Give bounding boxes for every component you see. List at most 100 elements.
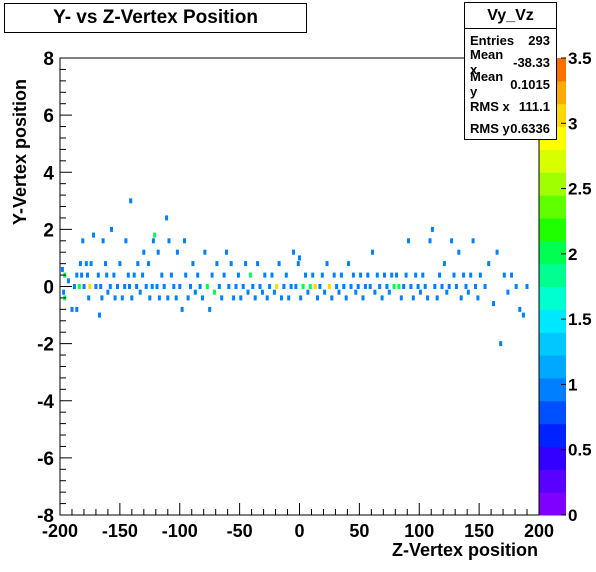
heatmap-cell xyxy=(409,284,413,289)
palette-swatch xyxy=(539,263,566,287)
palette-tick-label: 3.5 xyxy=(568,49,592,68)
heatmap-cell xyxy=(359,272,363,278)
heatmap-cell xyxy=(375,272,379,278)
heatmap-cells xyxy=(60,198,529,347)
heatmap-cell xyxy=(148,295,152,301)
heatmap-cell xyxy=(225,249,228,255)
y-tick-label: 2 xyxy=(43,220,54,241)
heatmap-cell xyxy=(77,284,81,289)
heatmap-cell xyxy=(150,284,154,289)
heatmap-cell xyxy=(258,284,262,289)
heatmap-cell xyxy=(469,272,473,278)
stats-label: Entries xyxy=(470,32,515,48)
heatmap-cell xyxy=(428,238,432,244)
heatmap-cell xyxy=(260,289,264,295)
heatmap-cell xyxy=(251,284,255,289)
heatmap-cell xyxy=(301,284,305,289)
x-axis-label: Z-Vertex position xyxy=(391,540,538,560)
chart-title: Y- vs Z-Vertex Position xyxy=(53,7,258,28)
y-tick-label: -4 xyxy=(37,392,54,413)
heatmap-cell xyxy=(438,272,442,278)
palette-swatch xyxy=(539,492,566,516)
heatmap-cell xyxy=(205,284,209,289)
heatmap-cell xyxy=(160,272,164,278)
heatmap-cell xyxy=(351,272,355,278)
heatmap-cell xyxy=(268,284,272,289)
palette-tick-label: 0 xyxy=(568,506,577,525)
heatmap-cell xyxy=(330,295,334,301)
heatmap-cell xyxy=(222,272,226,278)
heatmap-cell xyxy=(478,272,482,278)
stats-value: 111.1 xyxy=(518,98,550,114)
heatmap-cell xyxy=(66,278,70,284)
heatmap-cell xyxy=(241,284,245,289)
heatmap-cell xyxy=(492,301,495,307)
heatmap-cell xyxy=(418,289,422,295)
heatmap-cell xyxy=(118,261,122,267)
stats-label: Mean y xyxy=(470,69,504,99)
heatmap-cell xyxy=(99,284,103,289)
heatmap-cell xyxy=(521,312,525,318)
heatmap-cell xyxy=(284,272,288,278)
y-tick-label: 8 xyxy=(43,49,54,70)
x-tick-label: 150 xyxy=(464,521,494,541)
axes: -200 -150 -100 -50 0 50 100 150 200 8 6 4 2 0 -2 -4 -6 -8 xyxy=(37,49,554,541)
heatmap-cell xyxy=(132,272,136,278)
heatmap-cell xyxy=(387,289,391,295)
heatmap-cell xyxy=(383,272,386,278)
heatmap-cell xyxy=(265,295,269,301)
heatmap-cell xyxy=(246,289,250,295)
heatmap-cell xyxy=(172,284,176,289)
heatmap-cell xyxy=(304,272,307,278)
heatmap-cell xyxy=(72,284,76,289)
heatmap-cell xyxy=(191,261,195,267)
x-tick-label: 0 xyxy=(294,521,304,541)
heatmap-cell xyxy=(466,289,470,295)
heatmap-cell xyxy=(201,295,204,301)
heatmap-cell xyxy=(361,295,365,301)
heatmap-cell xyxy=(193,289,197,295)
heatmap-cell xyxy=(165,215,169,221)
palette-swatch xyxy=(539,309,566,333)
heatmap-cell xyxy=(144,284,148,289)
y-tick-label: 4 xyxy=(43,163,54,184)
heatmap-cell xyxy=(514,284,518,289)
heatmap-cell xyxy=(108,284,112,289)
heatmap-cell xyxy=(426,295,430,301)
stats-row: Entries 293 xyxy=(465,29,556,51)
heatmap-cell xyxy=(277,261,281,267)
heatmap-cell xyxy=(256,261,260,267)
heatmap-cell xyxy=(306,289,310,295)
heatmap-cell xyxy=(308,284,312,289)
heatmap-cell xyxy=(244,261,248,267)
heatmap-cell xyxy=(363,284,367,289)
heatmap-cell xyxy=(153,232,157,238)
heatmap-cell xyxy=(220,295,224,301)
palette-swatch xyxy=(539,217,566,242)
heatmap-cell xyxy=(335,284,339,289)
heatmap-cell xyxy=(89,261,93,267)
heatmap-cell xyxy=(407,238,410,244)
heatmap-cell xyxy=(270,272,274,278)
heatmap-cell xyxy=(299,295,303,301)
chart-title-box: Y- vs Z-Vertex Position xyxy=(4,3,307,33)
heatmap-cell xyxy=(275,284,279,289)
heatmap-cell xyxy=(62,289,66,295)
heatmap-cell xyxy=(213,289,216,295)
heatmap-cell xyxy=(155,284,159,289)
heatmap-cell xyxy=(404,272,408,278)
stats-value: -38.33 xyxy=(513,54,550,70)
heatmap-cell xyxy=(287,295,291,301)
heatmap-cell xyxy=(210,272,214,278)
heatmap-cell xyxy=(414,272,418,278)
heatmap-cell xyxy=(184,272,188,278)
heatmap-cell xyxy=(442,261,446,267)
x-tick-label: 100 xyxy=(404,521,434,541)
x-tick-label: 50 xyxy=(349,521,369,541)
heatmap-cell xyxy=(80,272,84,278)
heatmap-cell xyxy=(186,295,190,301)
heatmap-cell xyxy=(88,284,92,289)
heatmap-cell xyxy=(189,284,192,289)
palette-swatch xyxy=(539,400,566,425)
heatmap-cell xyxy=(447,284,451,289)
